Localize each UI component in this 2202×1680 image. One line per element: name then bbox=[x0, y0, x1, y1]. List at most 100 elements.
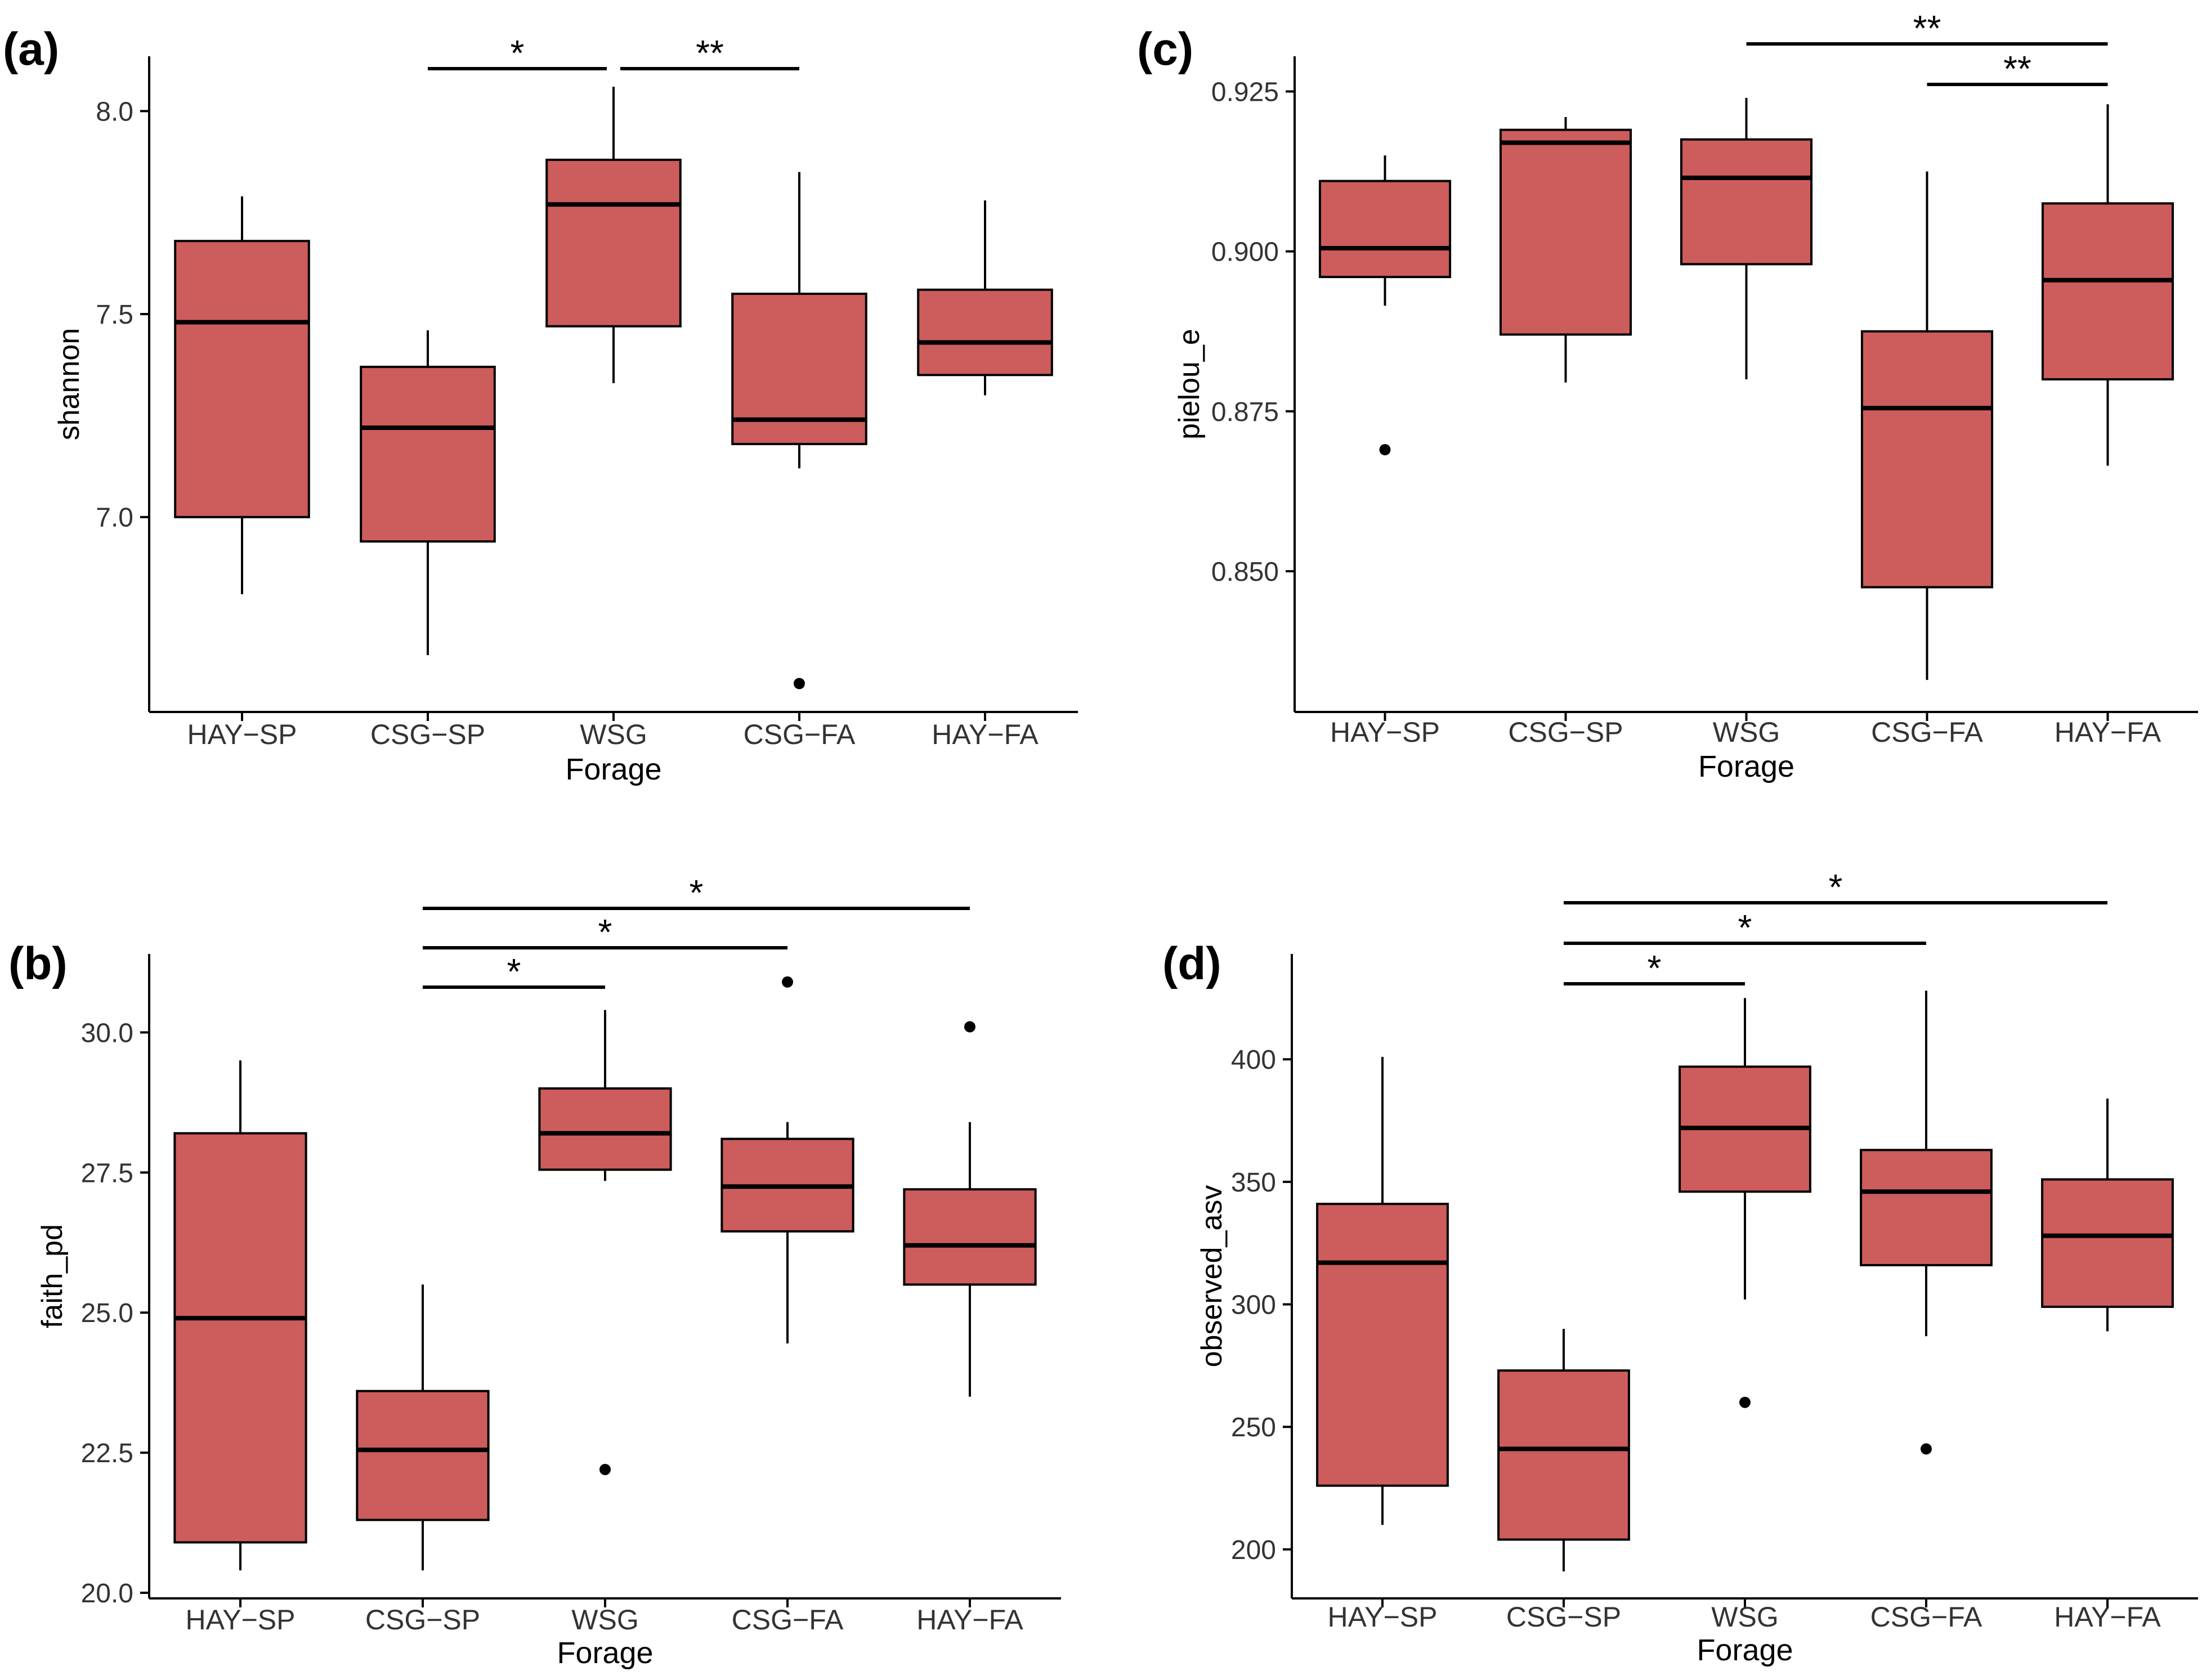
box-HAY−FA bbox=[917, 200, 1053, 396]
y-tick-label: 27.5 bbox=[81, 1158, 133, 1188]
box-CSG−SP bbox=[1497, 1329, 1630, 1572]
x-tick-label: HAY−SP bbox=[187, 719, 297, 750]
x-tick-label: HAY−SP bbox=[1330, 716, 1440, 748]
significance-bracket: * bbox=[423, 872, 970, 913]
y-tick-label: 300 bbox=[1231, 1291, 1276, 1320]
y-tick-label: 25.0 bbox=[81, 1298, 133, 1328]
x-tick-label: CSG−FA bbox=[744, 719, 856, 750]
box-CSG−SP bbox=[360, 330, 496, 656]
y-tick-label: 22.5 bbox=[81, 1439, 133, 1468]
y-axis-label: pielou_e bbox=[1173, 329, 1206, 440]
iqr-box bbox=[545, 158, 682, 328]
iqr-box bbox=[1680, 138, 1813, 266]
y-tick-label: 20.0 bbox=[81, 1579, 133, 1609]
significance-label: * bbox=[690, 872, 704, 913]
x-axis-label: Forage bbox=[1697, 1633, 1793, 1667]
significance-label: * bbox=[507, 951, 521, 992]
significance-bracket: * bbox=[1564, 948, 1745, 988]
x-axis-label: Forage bbox=[565, 752, 661, 786]
iqr-box bbox=[1860, 330, 1994, 589]
outlier-point bbox=[1379, 444, 1391, 455]
box-HAY−SP bbox=[1318, 155, 1452, 455]
x-tick-label: CSG−SP bbox=[365, 1604, 480, 1636]
outlier-point bbox=[794, 678, 805, 689]
significance-label: * bbox=[598, 912, 612, 952]
iqr-box bbox=[360, 365, 496, 543]
iqr-box bbox=[2041, 1178, 2174, 1308]
y-tick-label: 30.0 bbox=[81, 1018, 133, 1048]
iqr-box bbox=[538, 1087, 672, 1171]
y-tick-label: 250 bbox=[1231, 1413, 1276, 1442]
iqr-box bbox=[903, 1188, 1037, 1286]
box-HAY−SP bbox=[1316, 1056, 1449, 1525]
panel-c: (c) 0.850 0.875 0.900 0.925 pielou_e HAY−SP CSG… bbox=[1137, 8, 2198, 783]
x-tick-label: HAY−FA bbox=[2055, 716, 2161, 748]
y-tick-label: 7.0 bbox=[96, 503, 133, 533]
x-tick-label: WSG bbox=[571, 1604, 638, 1636]
x-tick-label: CSG−FA bbox=[732, 1604, 844, 1636]
box-WSG bbox=[545, 87, 682, 383]
y-axis-label: shannon bbox=[53, 328, 86, 441]
y-tick-label: 8.0 bbox=[96, 97, 133, 127]
iqr-box bbox=[356, 1390, 490, 1521]
y-axis-label: faith_pd bbox=[36, 1224, 69, 1328]
significance-label: * bbox=[511, 33, 525, 73]
significance-label: ** bbox=[2003, 48, 2031, 89]
box-HAY−FA bbox=[2041, 104, 2174, 466]
x-tick-label: HAY−FA bbox=[932, 719, 1039, 750]
significance-label: ** bbox=[1913, 8, 1941, 48]
x-tick-label: CSG−SP bbox=[1506, 1601, 1621, 1633]
y-tick-label: 0.925 bbox=[1211, 78, 1279, 107]
x-tick-label: HAY−SP bbox=[186, 1604, 296, 1636]
x-tick-label: HAY−FA bbox=[2054, 1601, 2161, 1633]
panel-label: (a) bbox=[3, 24, 59, 75]
significance-label: * bbox=[1738, 907, 1752, 948]
x-tick-label: CSG−FA bbox=[1870, 1601, 1982, 1633]
box-CSG−FA bbox=[720, 976, 854, 1343]
x-tick-label: HAY−FA bbox=[916, 1604, 1023, 1636]
x-tick-label: HAY−SP bbox=[1328, 1601, 1438, 1633]
box-CSG−FA bbox=[1860, 991, 1993, 1455]
significance-bracket: * bbox=[1564, 907, 1926, 948]
x-tick-label: WSG bbox=[1711, 1601, 1778, 1633]
outlier-point bbox=[1921, 1443, 1932, 1455]
box-WSG bbox=[1680, 97, 1813, 379]
significance-bracket: * bbox=[1564, 867, 2107, 907]
box-HAY−FA bbox=[903, 1021, 1037, 1397]
iqr-box bbox=[917, 288, 1053, 377]
x-tick-label: CSG−FA bbox=[1871, 716, 1983, 748]
box-CSG−FA bbox=[731, 172, 867, 689]
box-CSG−SP bbox=[1499, 117, 1632, 383]
significance-label: * bbox=[1648, 948, 1662, 988]
y-tick-label: 7.5 bbox=[96, 300, 133, 330]
iqr-box bbox=[1318, 180, 1452, 279]
iqr-box bbox=[1499, 128, 1632, 336]
panel-label: (c) bbox=[1137, 24, 1193, 75]
iqr-box bbox=[1316, 1203, 1449, 1487]
box-HAY−SP bbox=[174, 196, 310, 594]
iqr-box bbox=[1860, 1149, 1993, 1266]
significance-bracket: * bbox=[423, 912, 787, 952]
iqr-box bbox=[173, 1132, 307, 1544]
x-tick-label: WSG bbox=[1713, 716, 1780, 748]
significance-bracket: ** bbox=[1746, 8, 2108, 48]
outlier-point bbox=[1739, 1396, 1751, 1408]
box-CSG−SP bbox=[356, 1284, 490, 1571]
outlier-point bbox=[599, 1464, 611, 1475]
iqr-box bbox=[2041, 202, 2174, 380]
y-tick-label: 0.875 bbox=[1211, 397, 1279, 427]
y-tick-label: 0.900 bbox=[1211, 238, 1279, 267]
outlier-point bbox=[782, 976, 793, 988]
box-WSG bbox=[1679, 998, 1811, 1408]
x-axis-label: Forage bbox=[557, 1636, 653, 1670]
panel-d: (d) 200 250 300 350 400 observed_asv HAY−SP CSG−… bbox=[1162, 867, 2198, 1667]
y-axis-label: observed_asv bbox=[1196, 1185, 1228, 1368]
significance-bracket: * bbox=[428, 33, 607, 73]
iqr-box bbox=[1497, 1369, 1630, 1541]
y-tick-label: 350 bbox=[1231, 1168, 1276, 1198]
x-tick-label: CSG−SP bbox=[1508, 716, 1623, 748]
panel-label: (d) bbox=[1162, 938, 1221, 989]
box-HAY−FA bbox=[2041, 1098, 2174, 1332]
box-HAY−SP bbox=[173, 1060, 307, 1571]
